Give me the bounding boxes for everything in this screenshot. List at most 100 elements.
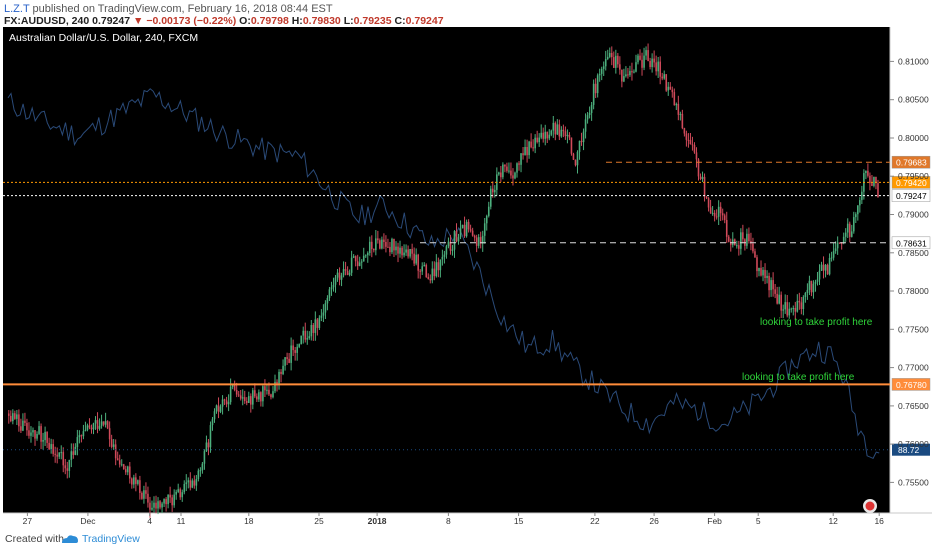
x-tick-label: 27: [23, 516, 33, 526]
candle: [677, 95, 680, 121]
candle: [229, 378, 232, 405]
tradingview-brand[interactable]: TradingView: [82, 533, 140, 545]
candle: [695, 147, 698, 168]
candle: [544, 124, 547, 146]
candle: [18, 409, 20, 432]
candle: [859, 197, 861, 213]
candle: [24, 412, 26, 426]
y-tick-label: 0.76500: [898, 401, 929, 411]
candle: [342, 261, 345, 278]
candle: [631, 62, 633, 81]
candle: [510, 162, 512, 179]
candle: [316, 318, 319, 336]
candle: [36, 431, 38, 441]
candle: [530, 133, 532, 149]
candle: [165, 497, 167, 512]
candle: [215, 404, 218, 414]
candle: [177, 483, 179, 494]
publisher-name[interactable]: L.Z.T: [4, 3, 30, 15]
candle: [485, 214, 488, 231]
candle: [415, 248, 417, 266]
high-value: 0.79830: [302, 15, 341, 27]
tradingview-badge-icon: [863, 499, 877, 513]
candle: [855, 212, 857, 223]
candle: [518, 161, 520, 171]
candle: [621, 69, 623, 88]
candle: [131, 477, 133, 489]
down-arrow-icon: ▼: [133, 15, 144, 27]
candle: [572, 152, 575, 160]
candle: [562, 124, 565, 138]
candle: [427, 273, 430, 280]
candle: [800, 297, 803, 315]
y-tick-label: 0.81000: [898, 56, 929, 66]
candle: [867, 163, 869, 178]
candle: [431, 261, 434, 284]
candle: [314, 311, 317, 341]
candle: [812, 280, 815, 299]
candle: [846, 218, 849, 238]
candle: [163, 498, 165, 507]
candle: [582, 128, 585, 151]
candle: [451, 244, 454, 256]
candle: [762, 267, 764, 282]
candle: [118, 454, 121, 468]
open-value: 0.79798: [250, 15, 289, 27]
candle: [260, 391, 262, 407]
candle: [395, 241, 397, 256]
candle: [433, 261, 436, 281]
candle: [8, 410, 10, 424]
candle: [12, 409, 14, 425]
candle: [10, 410, 12, 423]
candle: [689, 133, 692, 145]
candle: [336, 269, 339, 282]
candle: [272, 386, 274, 399]
candle: [536, 130, 538, 144]
candle: [243, 390, 246, 404]
candle: [304, 322, 307, 343]
candle: [610, 46, 613, 66]
candle: [798, 292, 801, 310]
candle: [250, 393, 252, 413]
candle: [685, 130, 688, 147]
candle: [179, 487, 182, 500]
candle: [554, 121, 557, 141]
candle: [209, 421, 212, 453]
x-tick-label: 16: [874, 516, 884, 526]
candle: [794, 301, 797, 320]
low-label: L:: [343, 15, 354, 27]
candle: [296, 343, 298, 361]
candle: [310, 320, 313, 341]
candle: [207, 439, 210, 456]
level-price-label: 0.79420: [896, 178, 927, 188]
candle: [729, 238, 732, 252]
candle: [850, 224, 853, 238]
candle: [782, 304, 784, 319]
candle: [173, 489, 175, 508]
candle: [465, 219, 468, 238]
candle: [294, 347, 296, 361]
candle: [346, 266, 349, 276]
price-chart[interactable]: 0.79683 0.79420 0.79247 0.78631 0.76780 88.72…: [0, 26, 932, 528]
candle: [100, 414, 103, 429]
candle: [308, 331, 311, 340]
x-tick-label: 18: [244, 516, 254, 526]
plot-area[interactable]: [3, 27, 890, 513]
candle: [282, 359, 284, 376]
candle: [786, 295, 789, 318]
candle: [139, 475, 141, 500]
candle: [832, 242, 835, 261]
candle: [742, 224, 744, 244]
candle: [604, 50, 607, 71]
level-price-tag: [891, 176, 931, 189]
candle: [459, 220, 462, 240]
candle: [752, 237, 754, 254]
footer: Created with TradingView: [0, 528, 932, 550]
candle: [556, 119, 559, 135]
candle: [734, 238, 736, 246]
candle: [306, 330, 309, 345]
candle: [379, 238, 381, 250]
price-axis[interactable]: [890, 27, 932, 513]
candle: [818, 264, 821, 285]
candle: [576, 150, 579, 174]
